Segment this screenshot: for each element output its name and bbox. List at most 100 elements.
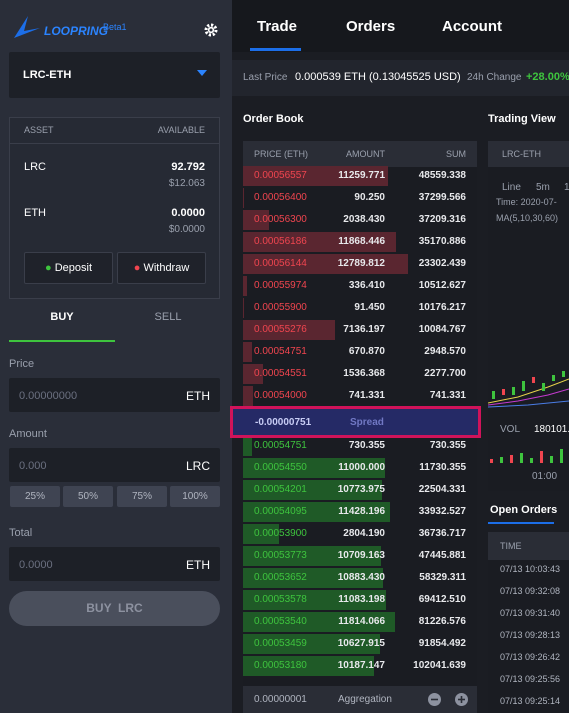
order-row[interactable]: 0.00053773 10709.163 47445.881 [243, 545, 477, 567]
sidebar: LOOPRING Beta1 LRC-ETH ASSET AVAILABLE L… [0, 0, 232, 713]
nav-item[interactable]: Account [442, 18, 502, 35]
submit-button[interactable]: BUY LRC [9, 591, 220, 626]
amount: 12789.812 [337, 258, 385, 269]
order-row[interactable]: 0.00053578 11083.198 69412.510 [243, 589, 477, 611]
asset-amount: 92.792 [171, 161, 205, 173]
buy-tab[interactable]: BUY [50, 311, 74, 323]
order-row[interactable]: 0.00056186 11868.446 35170.886 [243, 231, 477, 253]
depth-bar [243, 436, 253, 456]
sum: 2948.570 [424, 346, 466, 357]
order-row[interactable]: 0.00054751 730.355 730.355 [243, 435, 477, 457]
amount-input[interactable]: 0.000 LRC [9, 448, 220, 482]
sum: 102041.639 [413, 660, 466, 671]
column-header: PRICE (ETH) [254, 149, 308, 159]
settings-icon[interactable] [204, 23, 218, 37]
interval[interactable]: 1 [564, 182, 569, 193]
price: 0.00056144 [254, 258, 307, 269]
price-input[interactable]: 0.00000000 ETH [9, 378, 220, 412]
placeholder: 0.0000 [19, 559, 53, 571]
placeholder: 0.00000000 [19, 390, 78, 402]
percent-button[interactable]: 75% [117, 486, 167, 507]
placeholder: 0.000 [19, 460, 47, 472]
order-row[interactable]: 0.00054201 10773.975 22504.331 [243, 479, 477, 501]
sum: 10512.627 [418, 280, 466, 291]
sum: 48559.338 [418, 170, 466, 181]
order-row[interactable]: 0.00054551 1536.368 2277.700 [243, 363, 477, 385]
order-row[interactable]: 0.00053540 11814.066 81226.576 [243, 611, 477, 633]
order-row[interactable]: 0.00056557 11259.771 48559.338 [243, 165, 477, 187]
depth-bar [243, 188, 245, 208]
volume-bars [490, 449, 563, 463]
depth-bar [243, 276, 248, 296]
depth-bar [243, 364, 263, 384]
order-row[interactable]: 0.00054550 11000.000 11730.355 [243, 457, 477, 479]
amount: 1536.368 [343, 368, 385, 379]
order-row[interactable]: 0.00054751 670.870 2948.570 [243, 341, 477, 363]
price: 0.00055276 [254, 324, 307, 335]
order-row[interactable]: 0.00053652 10883.430 58329.311 [243, 567, 477, 589]
order-row[interactable]: 0.00053180 10187.147 102041.639 [243, 655, 477, 677]
order-book-title: Order Book [243, 113, 304, 125]
book-footer: 0.00000001 Aggregation [243, 686, 477, 713]
price: 0.00054095 [254, 506, 307, 517]
order-row[interactable]: 0.00055276 7136.197 10084.767 [243, 319, 477, 341]
order-row[interactable]: 0.00054000 741.331 741.331 [243, 385, 477, 407]
price: 0.00054550 [254, 462, 307, 473]
chart-market: LRC-ETH [502, 149, 542, 159]
trading-view: LRC-ETH Line 5m 1 Time: 2020-07- MA(5,10… [488, 141, 569, 491]
order-row[interactable]: 0.00056400 90.250 37299.566 [243, 187, 477, 209]
withdraw-icon: ● [133, 262, 141, 274]
depth-bar [243, 634, 381, 654]
amount: 91.450 [354, 302, 385, 313]
depth-bar [243, 458, 385, 478]
nav-underline [250, 48, 301, 51]
nav-item[interactable]: Orders [346, 18, 396, 35]
order-row[interactable]: 0.00055900 91.450 10176.217 [243, 297, 477, 319]
tab-underline [488, 522, 554, 524]
interval[interactable]: 5m [536, 182, 550, 193]
last-price: 0.000539 ETH (0.13045525 USD) [295, 71, 461, 83]
order-row[interactable]: 0.00056144 12789.812 23302.439 [243, 253, 477, 275]
percent-button[interactable]: 50% [63, 486, 113, 507]
order-row[interactable]: 0.00053900 2804.190 36736.717 [243, 523, 477, 545]
sum: 11730.355 [419, 462, 466, 473]
market-selector[interactable]: LRC-ETH [9, 52, 220, 98]
percent-button[interactable]: 25% [10, 486, 60, 507]
price: 0.00054551 [254, 368, 307, 379]
amount: 670.870 [348, 346, 385, 357]
nav-item[interactable]: Trade [257, 18, 298, 35]
price: 0.00053900 [254, 528, 307, 539]
asset-amount: 0.0000 [171, 207, 205, 219]
interval[interactable]: Line [502, 182, 521, 193]
depth-bar [243, 386, 253, 406]
order-row[interactable]: 0.00054095 11428.196 33932.527 [243, 501, 477, 523]
depth-bar [243, 546, 382, 566]
sum: 58329.311 [419, 572, 466, 583]
amount: 90.250 [354, 192, 385, 203]
depth-bar [243, 320, 336, 340]
order-row[interactable]: 0.00055974 336.410 10512.627 [243, 275, 477, 297]
amount: 11428.196 [338, 506, 385, 517]
aggregation-increase[interactable] [455, 693, 468, 706]
amount: 10709.163 [337, 550, 385, 561]
amount: 10187.147 [337, 660, 385, 671]
price: 0.00053773 [254, 550, 307, 561]
percent-button[interactable]: 100% [170, 486, 220, 507]
depth-bar [243, 166, 389, 186]
order-time: 07/13 09:26:42 [500, 652, 561, 662]
asset-panel: ASSET AVAILABLE LRC 92.792 $12.063 ETH 0… [9, 117, 220, 299]
logo: LOOPRING [44, 24, 109, 38]
aggregation-decrease[interactable] [428, 693, 441, 706]
open-orders-title[interactable]: Open Orders [490, 504, 558, 516]
total-input[interactable]: 0.0000 ETH [9, 547, 220, 581]
sum: 69412.510 [418, 594, 466, 605]
withdraw-button[interactable]: ● Withdraw [117, 252, 206, 284]
deposit-button[interactable]: ● Deposit [24, 252, 113, 284]
chart-time: Time: 2020-07- [496, 197, 557, 207]
order-row[interactable]: 0.00056300 2038.430 37209.316 [243, 209, 477, 231]
depth-bar [243, 232, 397, 252]
sell-tab[interactable]: SELL [154, 311, 182, 323]
order-row[interactable]: 0.00053459 10627.915 91854.492 [243, 633, 477, 655]
sum: 36736.717 [418, 528, 466, 539]
spread-value: -0.00000751 [255, 417, 312, 428]
